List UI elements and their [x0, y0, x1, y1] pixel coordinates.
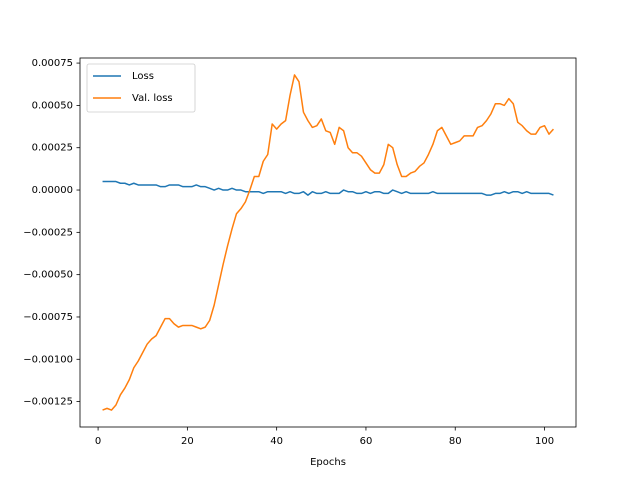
line-series: [102, 180, 554, 196]
y-tick-label: 0.00000: [32, 185, 73, 196]
legend-label: Val. loss: [132, 93, 173, 104]
y-tick-label: −0.00100: [23, 354, 73, 365]
x-tick-label: 100: [535, 436, 554, 447]
y-tick-label: −0.00075: [23, 312, 73, 323]
y-tick-label: 0.00050: [32, 100, 73, 111]
x-tick-label: 60: [360, 436, 373, 447]
y-tick-label: 0.00025: [32, 143, 73, 154]
axes-frame: [79, 57, 577, 428]
line-series: [102, 74, 555, 411]
x-tick-label: 0: [95, 436, 101, 447]
x-tick-label: 40: [270, 436, 283, 447]
y-tick-label: −0.00125: [23, 397, 73, 408]
legend-label: Loss: [132, 71, 154, 82]
y-tick-label: −0.00050: [23, 270, 73, 281]
y-tick-label: −0.00025: [23, 227, 73, 238]
y-tick-label: 0.00075: [32, 58, 73, 69]
x-tick-label: 20: [181, 436, 194, 447]
x-tick-label: 80: [449, 436, 462, 447]
x-axis-label: Epochs: [310, 457, 346, 468]
